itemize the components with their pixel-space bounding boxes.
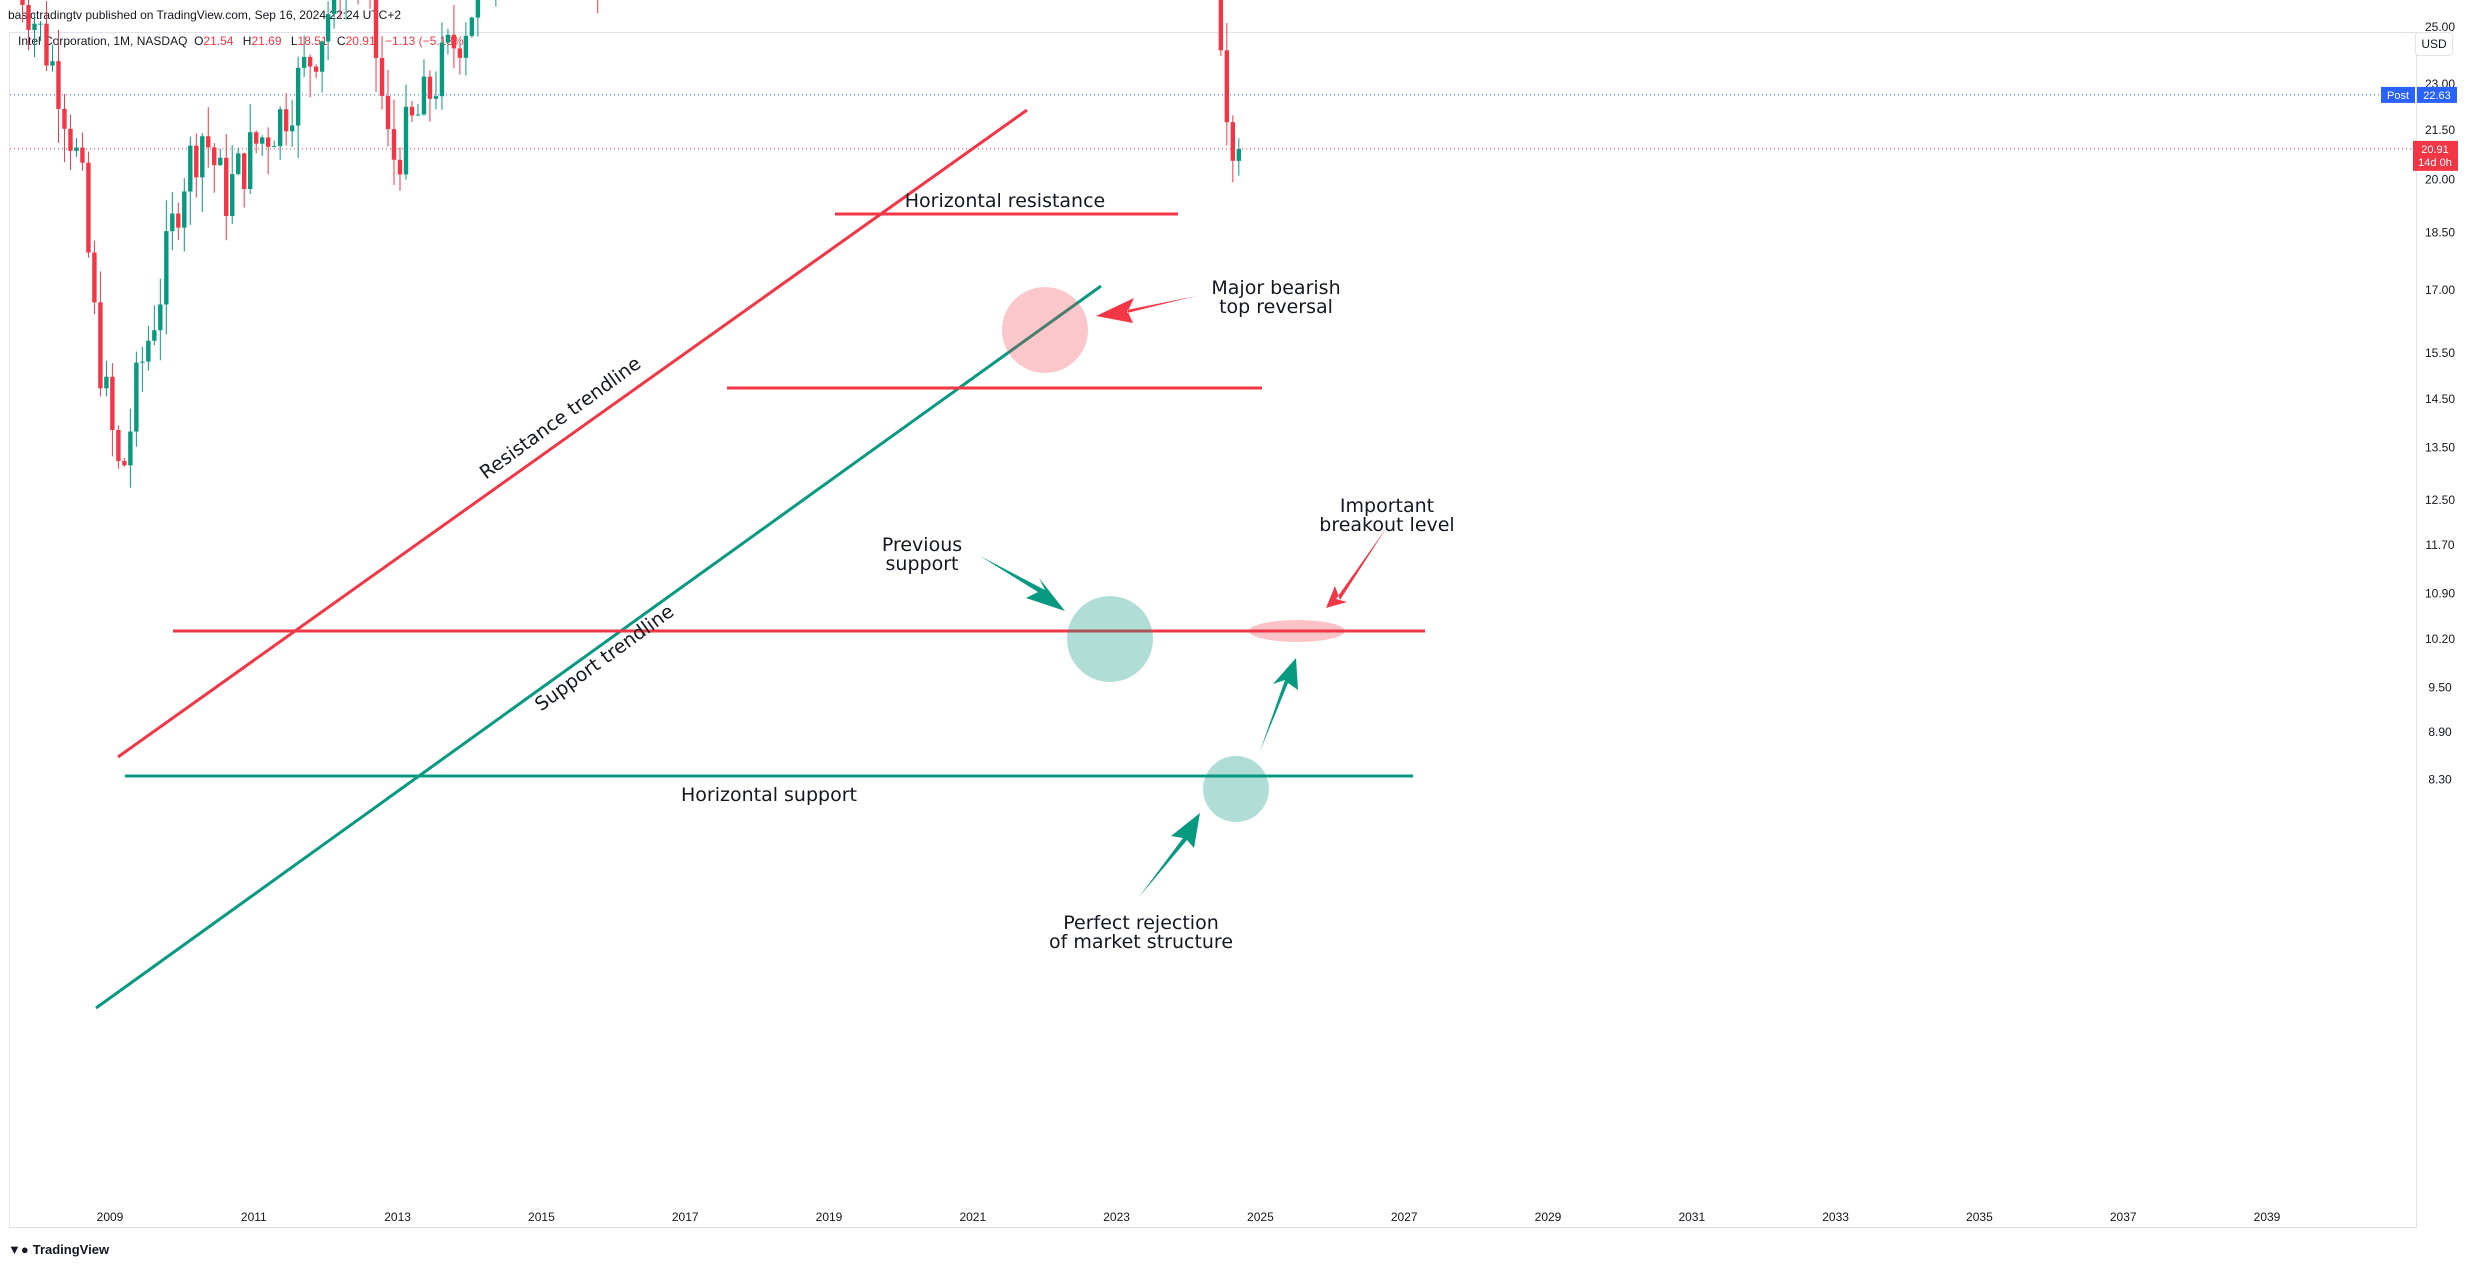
low-label: L — [290, 34, 298, 48]
close-label: C — [336, 34, 346, 48]
symbol-name[interactable]: Intel Corporation, 1M, NASDAQ — [18, 34, 188, 48]
last-price-value: 20.91 — [2421, 144, 2449, 156]
currency-button[interactable]: USD — [2415, 32, 2453, 56]
y-tick-label: 10.90 — [2425, 587, 2455, 601]
high-label: H — [242, 34, 252, 48]
y-tick-label: 23.00 — [2425, 77, 2455, 91]
last-price-box — [2413, 140, 2458, 171]
open-value: 21.54 — [203, 34, 234, 48]
close-value: 20.91 — [345, 34, 376, 48]
footer-brand[interactable]: ▼● TradingView — [8, 1242, 109, 1257]
tradingview-logo-icon: ▼● — [8, 1242, 29, 1257]
post-price-box — [2417, 86, 2457, 103]
ohlc-legend: Intel Corporation, 1M, NASDAQ O21.54 H21… — [18, 34, 474, 48]
candle-body — [20, 0, 25, 5]
y-tick-label: 20.00 — [2425, 172, 2455, 186]
open-label: O — [194, 34, 204, 48]
y-tick-label: 18.50 — [2425, 225, 2455, 239]
high-value: 21.69 — [251, 34, 282, 48]
publisher-line: basictradingtv published on TradingView.… — [8, 8, 405, 22]
y-tick-label: 14.50 — [2425, 392, 2455, 406]
y-tick-label: 11.70 — [2425, 538, 2454, 552]
y-tick-label: 8.90 — [2428, 725, 2452, 739]
publisher-text: basictradingtv published on TradingView.… — [8, 8, 402, 22]
y-tick-label: 9.50 — [2428, 680, 2452, 694]
y-tick-label: 17.00 — [2425, 283, 2455, 297]
candle-body — [475, 0, 481, 18]
y-tick-label: 13.50 — [2425, 441, 2455, 455]
post-price-value: 22.63 — [2423, 90, 2451, 102]
y-tick-label: 10.20 — [2425, 632, 2455, 646]
countdown-value: 14d 0h — [2418, 157, 2452, 169]
candle-body — [32, 23, 37, 30]
chart-frame — [9, 32, 2417, 1228]
footer-brand-text: TradingView — [32, 1242, 110, 1257]
y-tick-label: 15.50 — [2425, 346, 2455, 360]
candle-body — [38, 23, 43, 25]
y-tick-label: 21.50 — [2425, 123, 2455, 137]
y-tick-label: 12.50 — [2425, 493, 2455, 507]
y-tick-label: 8.30 — [2428, 773, 2452, 787]
